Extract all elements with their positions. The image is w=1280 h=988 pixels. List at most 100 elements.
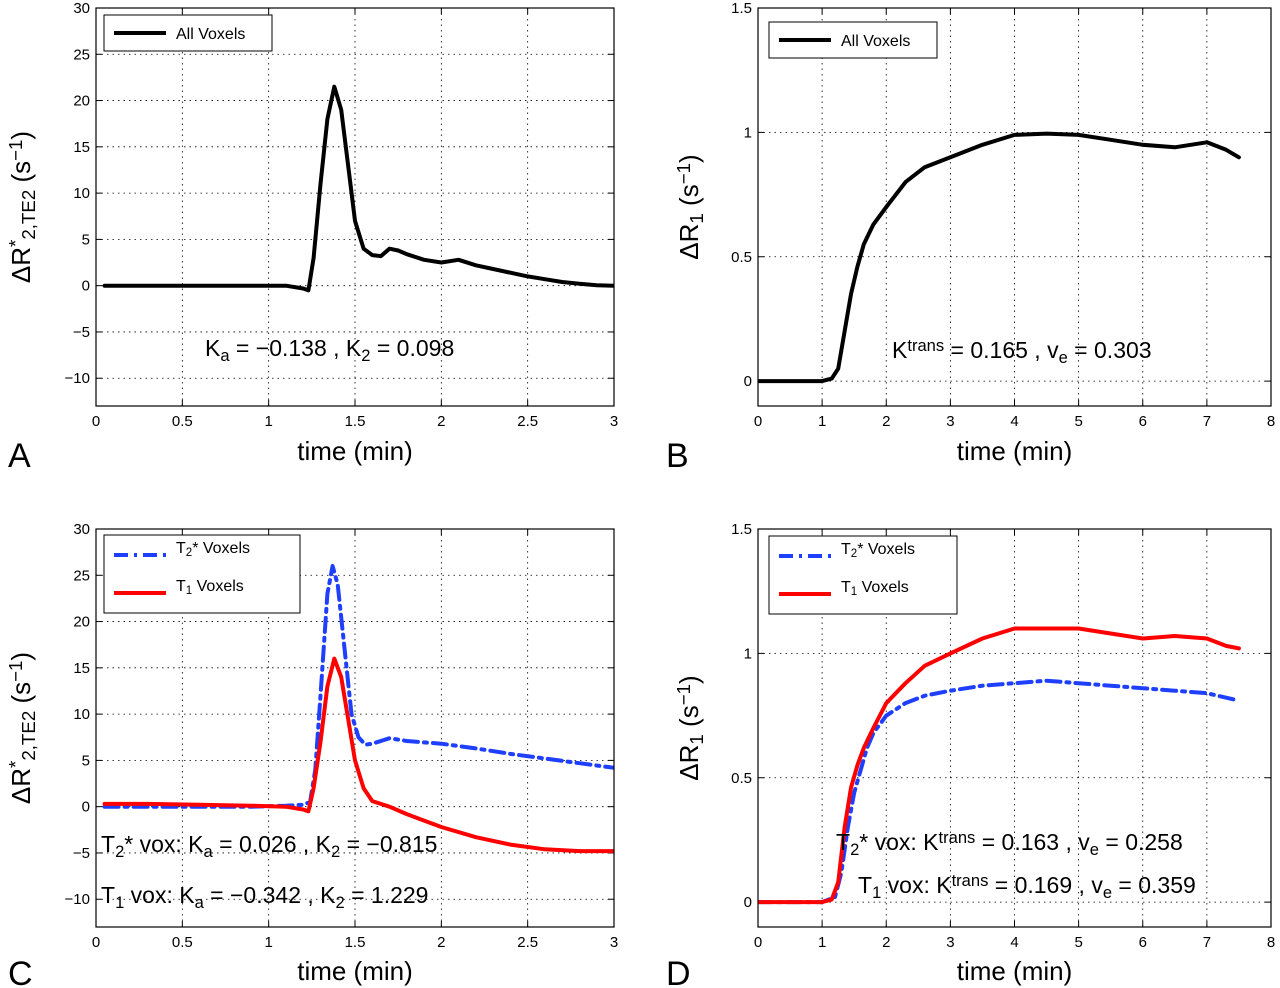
y-axis-label-part: 2,TE2	[18, 190, 39, 240]
x-tick-label: 1	[818, 934, 826, 951]
annotation-1-part: T	[101, 882, 115, 908]
annotation-0-part: 2	[850, 840, 859, 859]
panel-letter: A	[8, 437, 31, 475]
x-axis-label: time (min)	[297, 436, 413, 466]
annotation-1-part: a	[195, 893, 205, 912]
y-tick-label: 5	[82, 752, 90, 769]
y-tick-label: −10	[65, 370, 90, 387]
x-tick-label: 6	[1139, 934, 1147, 951]
annotation-1: T1 vox: Ka = −0.342 , K2 = 1.229	[101, 882, 428, 912]
annotation-1-part: T	[858, 872, 872, 898]
annotation-1-part: vox: K	[124, 882, 195, 908]
y-axis-label-part: )	[674, 675, 704, 684]
y-tick-label: 20	[73, 614, 90, 631]
annotation-1-part: trans	[952, 871, 989, 890]
y-tick-label: 25	[73, 567, 90, 584]
x-axis-label: time (min)	[957, 956, 1073, 986]
y-axis-label: ΔR*2,TE2 (s−1)	[5, 131, 39, 283]
legend-label-part: 2	[851, 548, 857, 560]
annotation-0-part: K	[205, 335, 221, 361]
legend-label: T1 Voxels	[176, 578, 244, 597]
annotation-1: T1 vox: Ktrans = 0.169 , ve = 0.359	[858, 871, 1196, 902]
y-tick-label: −10	[65, 891, 90, 908]
panel-letter: B	[666, 437, 689, 475]
y-tick-label: 0	[82, 278, 90, 295]
x-tick-label: 7	[1203, 413, 1211, 430]
legend-box	[768, 535, 958, 615]
y-axis-label-part: ΔR	[674, 224, 704, 260]
x-tick-label: 1	[818, 413, 826, 430]
series-line-1	[102, 656, 614, 854]
annotation-0-part: a	[220, 346, 230, 365]
x-tick-label: 0	[92, 413, 100, 430]
x-tick-label: 1	[264, 413, 272, 430]
plot-frame	[95, 528, 615, 928]
legend: All Voxels	[103, 14, 273, 52]
panel-b: 0 1 2 3 4 5 6 7 8 0 0.5 1 1.5 All Voxels Ktrans = 0.16…	[666, 0, 1275, 475]
x-tick-label: 0	[754, 413, 762, 430]
y-tick-label: 30	[73, 0, 90, 17]
x-tick-label: 2	[882, 413, 890, 430]
annotation-0-part: = 0.026 , K	[213, 831, 332, 857]
y-axis-label-part: −1	[673, 163, 694, 184]
annotation-0-part: T	[101, 831, 115, 857]
annotation-0-part: trans	[939, 828, 976, 847]
y-axis-label-part: (s	[674, 705, 704, 734]
annotation-0: Ka = −0.138 , K2 = 0.098	[205, 335, 454, 365]
y-axis-label-part: ΔR	[6, 768, 36, 804]
y-tick-label: −5	[73, 324, 90, 341]
legend-label-part: Voxels	[857, 579, 909, 596]
y-axis-label-part: *	[5, 240, 26, 247]
y-tick-label: 5	[82, 231, 90, 248]
legend-label: All Voxels	[841, 33, 910, 50]
annotation-0-part: = 0.303	[1068, 337, 1152, 363]
y-axis-label: ΔR1 (s−1)	[673, 154, 707, 259]
x-tick-label: 3	[946, 934, 954, 951]
x-tick-label: 3	[946, 413, 954, 430]
y-tick-label: 0	[744, 894, 752, 911]
y-tick-label: 0	[82, 799, 90, 816]
y-tick-label: 1.5	[731, 521, 752, 538]
y-tick-label: 1.5	[731, 0, 752, 17]
y-tick-label: 30	[73, 521, 90, 538]
x-tick-label: 2.5	[517, 413, 538, 430]
y-tick-label: 0.5	[731, 249, 752, 266]
y-axis-label-part: (s	[6, 161, 36, 190]
x-tick-label: 2	[437, 934, 445, 951]
panel-a: 0 0.5 1 1.5 2 2.5 3 −10 −5 0 5 10 15 20 25 30 All Voxels…	[5, 0, 618, 475]
legend-label-part: T	[176, 540, 186, 557]
annotation-0-part: 2	[115, 842, 124, 861]
annotation-0-part: = 0.163 , v	[975, 829, 1090, 855]
x-tick-label: 2	[882, 934, 890, 951]
annotation-1-part: = 0.169 , v	[988, 872, 1103, 898]
annotation-0-part: K	[892, 337, 908, 363]
x-tick-label: 3	[610, 934, 618, 951]
annotation-0-part: = 0.098	[370, 335, 454, 361]
annotation-0-part: = 0.165 , v	[944, 337, 1059, 363]
x-tick-label: 1.5	[345, 413, 366, 430]
x-tick-label: 3	[610, 413, 618, 430]
y-axis-label-part: −1	[5, 140, 26, 161]
series-line-1	[758, 626, 1241, 905]
annotation-0-part: = 0.258	[1099, 829, 1183, 855]
annotation-0-part: T	[836, 829, 850, 855]
legend-label-part: * Voxels	[857, 541, 915, 558]
x-tick-label: 8	[1267, 413, 1275, 430]
y-tick-label: 10	[73, 706, 90, 723]
annotation-1-part: = 1.229	[345, 882, 429, 908]
series-line-0	[758, 131, 1241, 384]
y-axis-label-part: *	[5, 761, 26, 768]
y-axis-label-part: ΔR	[674, 745, 704, 781]
legend-label-part: 1	[186, 585, 192, 597]
plot-frame	[757, 528, 1272, 928]
y-tick-label: 0.5	[731, 770, 752, 787]
y-tick-label: −5	[73, 845, 90, 862]
x-tick-label: 8	[1267, 934, 1275, 951]
y-axis-label-part: 1	[686, 213, 707, 223]
panel-letter: C	[8, 955, 33, 988]
annotation-0-part: = −0.815	[340, 831, 437, 857]
x-tick-label: 4	[1010, 934, 1018, 951]
